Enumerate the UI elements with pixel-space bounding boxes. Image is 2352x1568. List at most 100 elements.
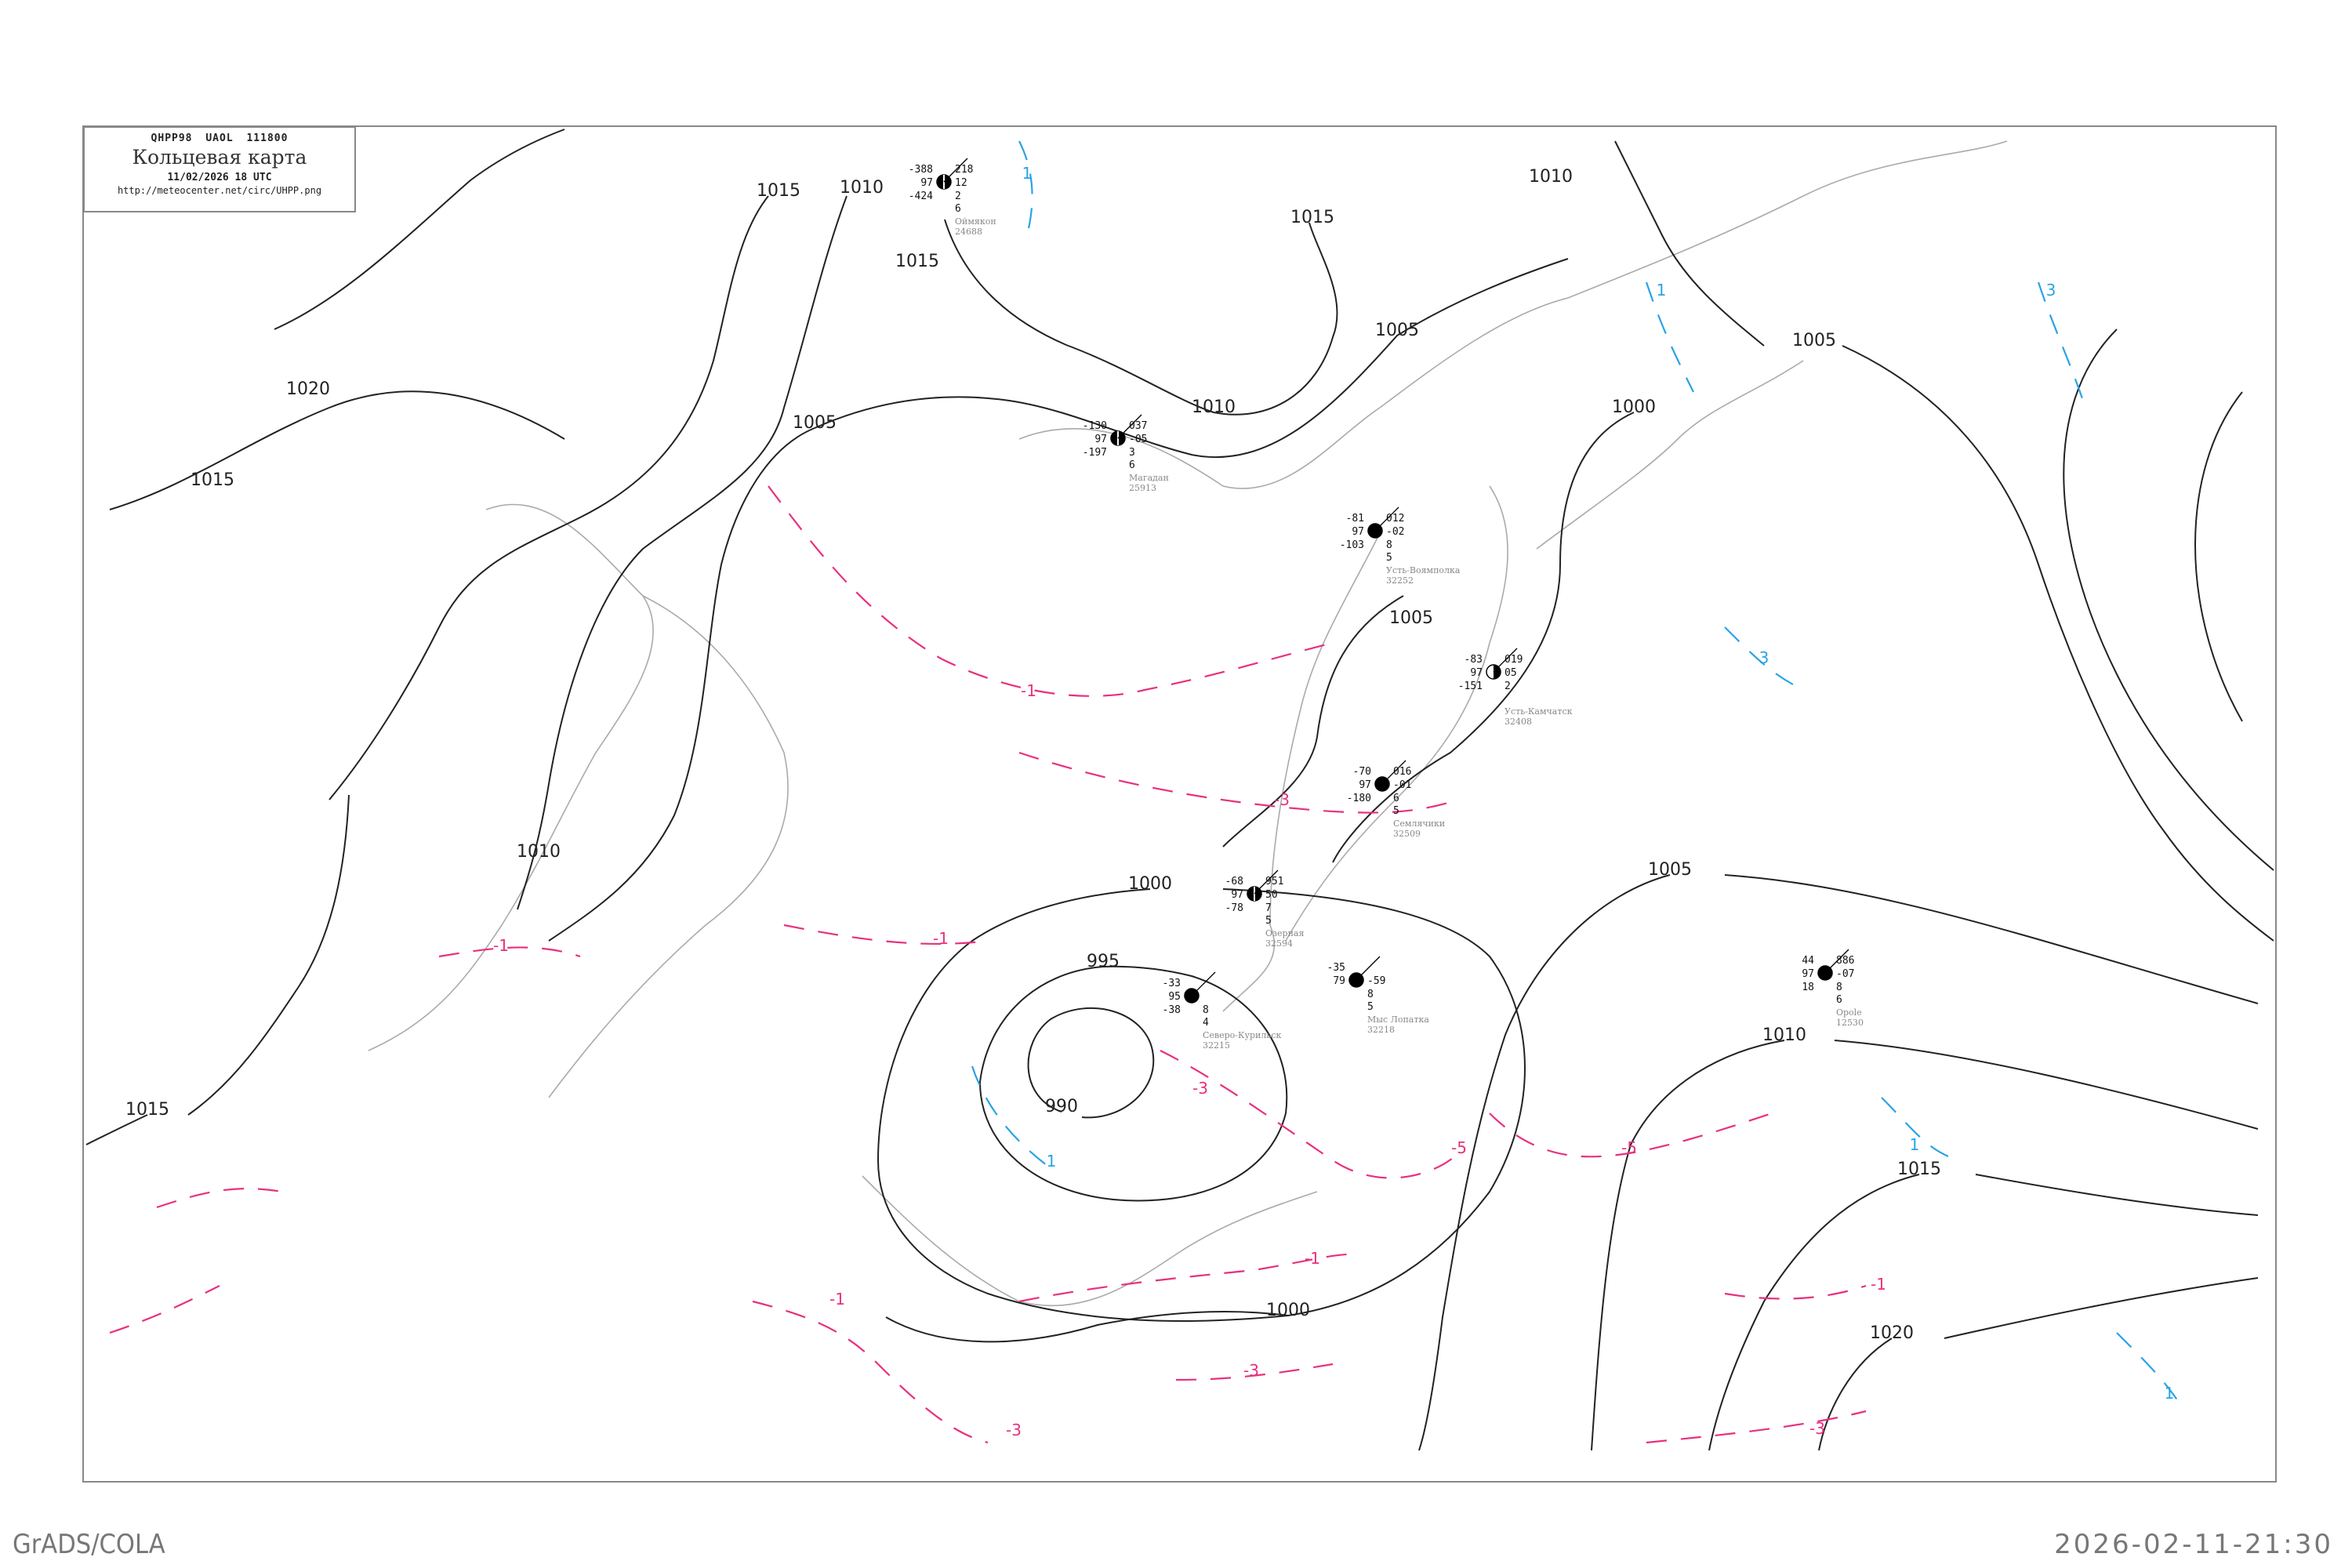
isobar-label: 1010 xyxy=(1529,167,1573,187)
isobar-label: 1005 xyxy=(1648,860,1692,880)
station-index: 32594 xyxy=(1265,938,1293,949)
isobar-label: 1010 xyxy=(1762,1025,1806,1045)
station-vis: 97 xyxy=(1802,968,1814,980)
station-name: Оймякон xyxy=(955,216,996,227)
station-pressure: 019 xyxy=(1504,654,1523,666)
isobar-label: 1020 xyxy=(1870,1323,1914,1343)
station-cloud-high: 4 xyxy=(1203,1017,1209,1029)
station-index: 12530 xyxy=(1836,1018,1864,1028)
station-vis: 97 xyxy=(1470,667,1483,679)
station-cloud-high: 6 xyxy=(1836,994,1842,1006)
station-name: Северо-Курильск xyxy=(1203,1030,1282,1040)
station-cloud-low: 8 xyxy=(1386,539,1392,551)
station-name: Магадан xyxy=(1129,473,1169,483)
station-vis: 95 xyxy=(1168,991,1181,1003)
station-pressure: 012 xyxy=(1386,513,1404,524)
isotherm-label: -1 xyxy=(493,936,509,955)
wind-barb-icon xyxy=(1191,971,1216,996)
station-tendency: -01 xyxy=(1393,779,1411,791)
isobar-label: 1015 xyxy=(125,1100,169,1120)
title-box: QHPP98 UAOL 111800 Кольцевая карта 11/02… xyxy=(83,126,356,212)
isotherms xyxy=(109,140,2180,1444)
station-vis: 97 xyxy=(1231,889,1243,901)
station-vis: 97 xyxy=(1359,779,1371,791)
wind-barb-icon xyxy=(1254,869,1279,895)
station-name: Озерная xyxy=(1265,928,1304,938)
isobar-label: 1005 xyxy=(1375,321,1419,340)
station-index: 32408 xyxy=(1504,717,1532,727)
station-pressure: 037 xyxy=(1129,420,1147,432)
isotherm-label: -3 xyxy=(1274,790,1290,809)
isobar-label: 1015 xyxy=(1897,1160,1941,1179)
isobar-label: 1005 xyxy=(1389,608,1433,628)
isobar-label: 1000 xyxy=(1266,1301,1310,1320)
station-dew: -197 xyxy=(1083,447,1107,459)
station-vis: 97 xyxy=(1352,526,1364,538)
isotherm-label: -5 xyxy=(1451,1138,1467,1157)
station-name: Семлячики xyxy=(1393,818,1445,829)
station-dew: -38 xyxy=(1163,1004,1181,1016)
station-cloud-low: 2 xyxy=(1504,681,1511,692)
station-index: 32218 xyxy=(1367,1025,1395,1035)
isotherm-label: -3 xyxy=(1192,1079,1208,1098)
wind-barb-icon xyxy=(1824,949,1849,974)
map-datetime: 11/02/2026 18 UTC xyxy=(167,172,272,183)
station-cloud-low: 7 xyxy=(1265,902,1272,914)
isobar-label: 995 xyxy=(1087,952,1120,971)
station-index: 32215 xyxy=(1203,1040,1230,1051)
map-frame xyxy=(82,125,2277,1483)
station-index: 24688 xyxy=(955,227,982,237)
map-url[interactable]: http://meteocenter.net/circ/UHPP.png xyxy=(117,185,322,196)
isotherm-label: -1 xyxy=(933,929,949,948)
station-tendency: 05 xyxy=(1504,667,1517,679)
station-dew: -103 xyxy=(1340,539,1364,551)
coastlines xyxy=(368,140,2008,1307)
isobar-label: 1015 xyxy=(191,470,234,490)
station-cloud-high: 6 xyxy=(955,203,961,215)
isobar-label: 1005 xyxy=(793,413,837,433)
station-pressure: 016 xyxy=(1393,766,1411,778)
station-name: Усть-Воямполка xyxy=(1386,565,1461,575)
wind-barb-icon xyxy=(1117,414,1142,439)
isotherm-label: 1 xyxy=(1047,1152,1057,1171)
isotherm-label: -3 xyxy=(1006,1421,1022,1439)
station-pressure: 218 xyxy=(955,164,973,176)
isotherm-label: 1 xyxy=(2165,1384,2175,1403)
wind-barb-icon xyxy=(943,158,968,183)
grads-credit: GrADS/COLA xyxy=(13,1529,165,1560)
isobar-label: 1000 xyxy=(1128,874,1172,894)
station-tendency: -59 xyxy=(1367,975,1385,987)
station-temp: -35 xyxy=(1327,962,1345,974)
station-vis: 97 xyxy=(1094,434,1107,445)
station-cloud-low: 6 xyxy=(1393,793,1399,804)
station-pressure: 886 xyxy=(1836,955,1854,967)
wind-barb-icon xyxy=(1493,648,1518,673)
station-cloud-high: 5 xyxy=(1265,915,1272,927)
isotherm-label: 3 xyxy=(2046,281,2056,299)
station-temp: -388 xyxy=(909,164,933,176)
isobar-labels: 1015 1010 1015 1015 1010 1005 1005 1010 1005 1000… xyxy=(125,167,1941,1343)
station-dew: -180 xyxy=(1347,793,1371,804)
station-vis: 97 xyxy=(920,177,933,189)
station-cloud-high: 5 xyxy=(1367,1001,1374,1013)
isotherm-label: -1 xyxy=(829,1290,845,1308)
station-cloud-low: 3 xyxy=(1129,447,1135,459)
station-dew: -151 xyxy=(1458,681,1483,692)
station-temp: -68 xyxy=(1225,876,1243,887)
station-temp: 44 xyxy=(1802,955,1814,967)
station-tendency: -05 xyxy=(1129,434,1147,445)
station-temp: -70 xyxy=(1353,766,1371,778)
isobar-label: 1020 xyxy=(286,379,330,399)
station-dew: -78 xyxy=(1225,902,1243,914)
station-temp: -33 xyxy=(1163,978,1181,989)
